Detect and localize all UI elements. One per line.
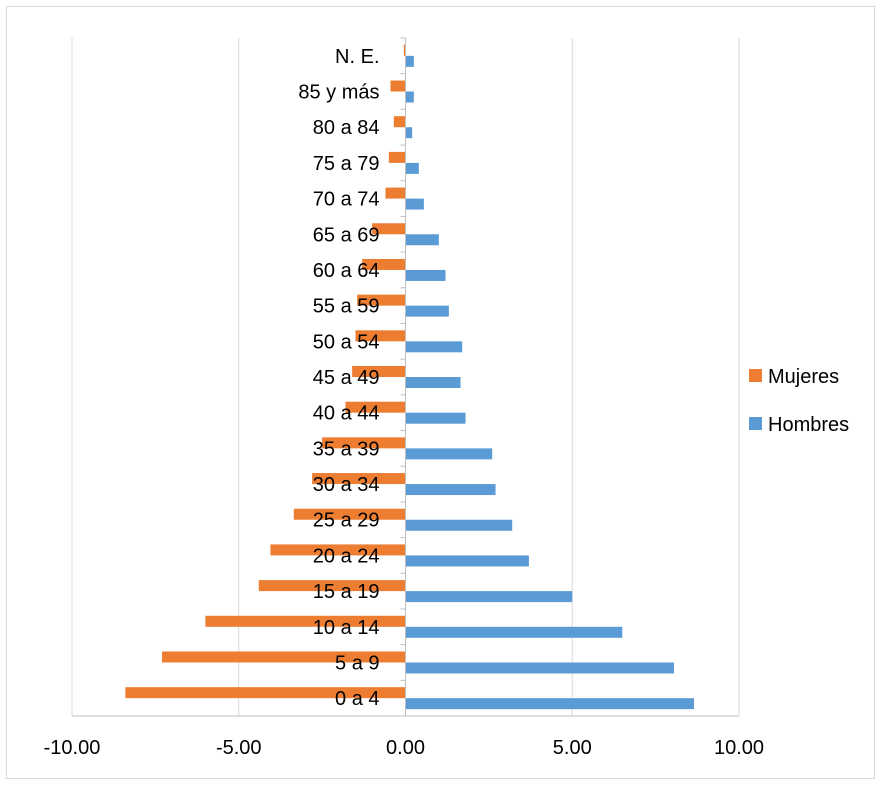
bar-mujeres-10-a-14 (205, 615, 406, 627)
category-label-45-a-49: 45 a 49 (313, 367, 380, 389)
category-label-5-a-9: 5 a 9 (335, 652, 379, 674)
chart-frame (6, 6, 875, 779)
category-labels: 0 a 4 5 a 9 10 a 14 15 a 19 20 a 24 25 a 29 30… (298, 46, 379, 710)
bar-hombres-20-a-24 (405, 555, 529, 567)
bars (125, 44, 694, 710)
x-tick-label-4: 10.00 (714, 737, 764, 759)
bar-hombres-45-a-49 (405, 377, 461, 388)
bar-hombres-80-a-84 (405, 127, 413, 139)
bar-mujeres-60-a-64 (362, 258, 406, 270)
category-label-25-a-29: 25 a 29 (313, 510, 380, 532)
bar-mujeres-25-a-29 (293, 508, 406, 520)
category-label-75-a-79: 75 a 79 (313, 153, 380, 175)
bar-hombres-55-a-59 (405, 305, 449, 317)
category-label-40-a-44: 40 a 44 (313, 403, 380, 425)
bar-mujeres-20-a-24 (270, 544, 406, 556)
bar-mujeres-n-e (403, 44, 406, 56)
bar-hombres-15-a-19 (405, 591, 573, 603)
category-label-35-a-39: 35 a 39 (313, 438, 380, 460)
bar-mujeres-40-a-44 (345, 401, 406, 413)
bar-hombres-5-a-9 (405, 662, 674, 674)
category-label-0-a-4: 0 a 4 (335, 688, 379, 710)
bar-mujeres-75-a-79 (388, 151, 406, 163)
category-label-15-a-19: 15 a 19 (313, 581, 380, 603)
legend: Mujeres Hombres (749, 366, 849, 436)
bar-hombres-50-a-54 (405, 341, 463, 353)
category-label-85-y-m-s: 85 y más (298, 82, 379, 104)
bar-mujeres-35-a-39 (322, 437, 406, 449)
bar-hombres-60-a-64 (405, 269, 446, 281)
x-tick-label-2: 0.00 (386, 737, 425, 759)
bar-hombres-35-a-39 (405, 448, 493, 460)
bar-mujeres-65-a-69 (372, 223, 406, 235)
bar-mujeres-80-a-84 (393, 116, 406, 128)
bar-mujeres-85-y-m-s (390, 80, 406, 92)
bar-hombres-0-a-4 (405, 698, 694, 710)
bar-mujeres-50-a-54 (355, 330, 406, 342)
bar-hombres-75-a-79 (405, 162, 419, 174)
bar-mujeres-15-a-19 (258, 580, 406, 592)
bar-mujeres-45-a-49 (352, 366, 406, 377)
bar-hombres-n-e (405, 55, 414, 67)
legend-label-mujeres: Mujeres (768, 366, 839, 388)
x-tick-label-3: 5.00 (553, 737, 592, 759)
bar-hombres-25-a-29 (405, 519, 513, 531)
x-tick-labels: -10.00 -5.00 0.00 5.00 10.00 (44, 737, 764, 759)
legend-label-hombres: Hombres (768, 414, 849, 436)
bar-hombres-30-a-34 (405, 484, 496, 496)
legend-swatch-mujeres (749, 369, 762, 382)
category-label-50-a-54: 50 a 54 (313, 331, 380, 353)
bar-hombres-70-a-74 (405, 198, 424, 210)
axes (72, 37, 739, 717)
bar-mujeres-5-a-9 (162, 651, 406, 663)
bar-hombres-65-a-69 (405, 234, 439, 246)
bar-mujeres-0-a-4 (125, 687, 406, 699)
bar-hombres-40-a-44 (405, 412, 466, 424)
legend-swatch-hombres (749, 417, 762, 430)
category-label-60-a-64: 60 a 64 (313, 260, 380, 282)
bar-hombres-85-y-m-s (405, 91, 414, 103)
category-label-80-a-84: 80 a 84 (313, 117, 380, 139)
x-tick-label-0: -10.00 (44, 737, 101, 759)
bar-mujeres-30-a-34 (312, 473, 406, 485)
bar-mujeres-55-a-59 (357, 294, 406, 306)
bar-hombres-10-a-14 (405, 626, 623, 638)
category-label-70-a-74: 70 a 74 (313, 189, 380, 211)
category-label-20-a-24: 20 a 24 (313, 545, 380, 567)
category-label-30-a-34: 30 a 34 (313, 474, 380, 496)
x-tick-label-1: -5.00 (216, 737, 262, 759)
category-label-10-a-14: 10 a 14 (313, 617, 380, 639)
category-label-65-a-69: 65 a 69 (313, 224, 380, 246)
category-label-n-e: N. E. (335, 46, 379, 68)
category-label-55-a-59: 55 a 59 (313, 296, 380, 318)
bar-mujeres-70-a-74 (385, 187, 406, 199)
